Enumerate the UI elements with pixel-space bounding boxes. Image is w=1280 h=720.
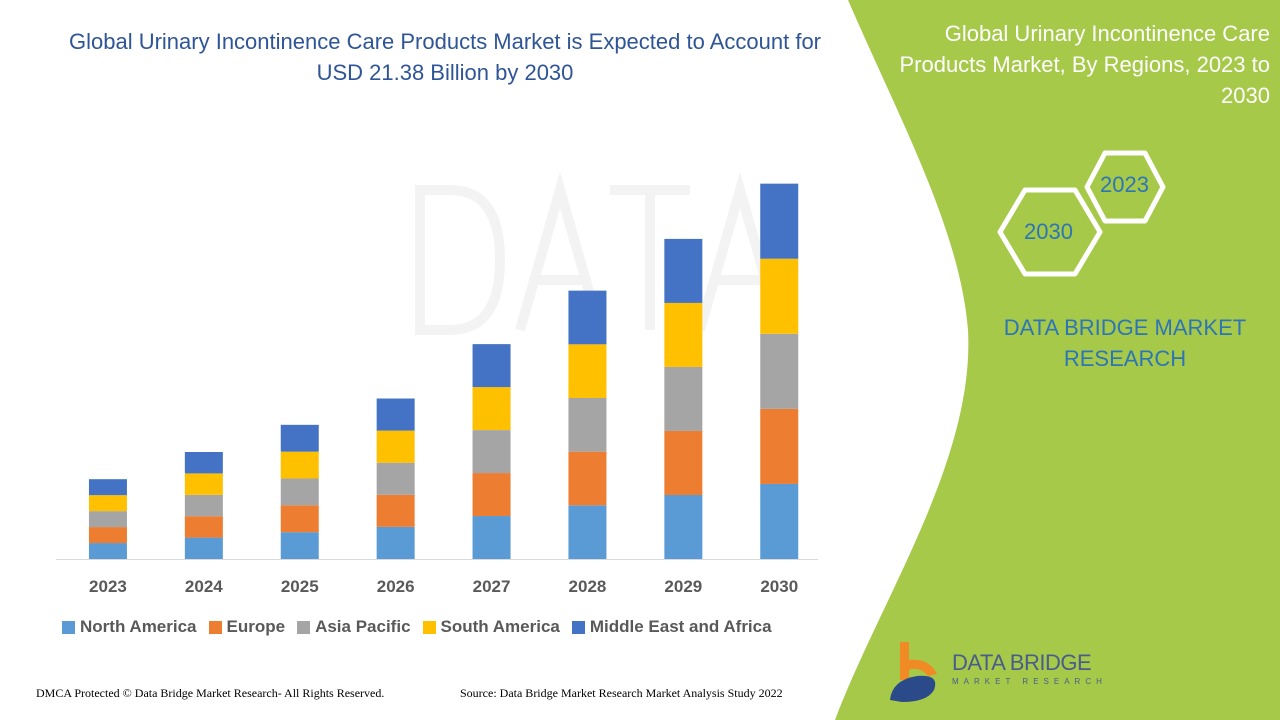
bar-segment-2025-asia-pacific bbox=[280, 478, 319, 506]
x-tick-label: 2024 bbox=[185, 577, 223, 596]
bar-segment-2026-south-america bbox=[376, 430, 415, 463]
green-side-panel bbox=[835, 0, 1280, 720]
hex-label-2023: 2023 bbox=[1100, 172, 1149, 197]
bar-segment-2027-middle-east-and-africa bbox=[472, 344, 511, 388]
bar-segment-2025-north-america bbox=[280, 532, 319, 559]
bar-segment-2025-south-america bbox=[280, 451, 319, 479]
legend-swatch bbox=[422, 620, 436, 634]
bar-segment-2024-middle-east-and-africa bbox=[184, 452, 223, 474]
bar-segment-2030-asia-pacific bbox=[760, 333, 799, 409]
legend-swatch bbox=[62, 620, 75, 634]
bar-segment-2028-europe bbox=[568, 451, 607, 506]
logo-subtitle: MARKET RESEARCH bbox=[952, 677, 1107, 686]
x-tick-label: 2028 bbox=[569, 577, 607, 596]
legend-label: North America bbox=[80, 617, 197, 636]
legend-swatch bbox=[571, 620, 585, 634]
bar-segment-2030-europe bbox=[760, 408, 799, 484]
hex-label-2030: 2030 bbox=[1024, 219, 1073, 244]
bar-segment-2023-middle-east-and-africa bbox=[88, 479, 127, 496]
bar-segment-2029-middle-east-and-africa bbox=[664, 238, 703, 303]
bar-segment-2029-north-america bbox=[664, 494, 703, 559]
bar-segment-2026-north-america bbox=[376, 526, 415, 559]
watermark-graphic bbox=[415, 171, 785, 335]
stacked-bar-chart: 2023 2024 2025 2026 2027 2028 2029 2030 bbox=[56, 183, 818, 596]
bar-segment-2027-north-america bbox=[472, 516, 511, 559]
bar-segment-2028-asia-pacific bbox=[568, 397, 607, 452]
brand-text: DATA BRIDGE MARKET RESEARCH bbox=[1003, 315, 1247, 371]
bar-segment-2024-asia-pacific bbox=[184, 494, 223, 517]
legend-label: Asia Pacific bbox=[315, 617, 411, 636]
bar-segment-2026-asia-pacific bbox=[376, 462, 415, 495]
bar-segment-2028-north-america bbox=[568, 505, 607, 559]
legend: North America Europe Asia Pacific South Ame… bbox=[62, 617, 772, 637]
bar-segment-2027-south-america bbox=[472, 387, 511, 431]
x-tick-label: 2029 bbox=[664, 577, 702, 596]
x-tick-label: 2026 bbox=[377, 577, 415, 596]
bar-segment-2030-south-america bbox=[760, 258, 799, 334]
bar-segment-2026-europe bbox=[376, 494, 415, 527]
bar-segment-2029-asia-pacific bbox=[664, 366, 703, 431]
x-tick-label: 2025 bbox=[281, 577, 319, 596]
bar-segment-2024-north-america bbox=[184, 537, 223, 559]
logo-name: DATA BRIDGE bbox=[952, 650, 1092, 675]
legend-swatch bbox=[208, 620, 222, 634]
bar-segment-2023-north-america bbox=[88, 543, 127, 559]
bar-segment-2030-north-america bbox=[760, 483, 799, 559]
legend-swatch bbox=[297, 620, 311, 634]
legend-item: Europe bbox=[208, 617, 286, 637]
bar-segment-2023-asia-pacific bbox=[88, 511, 127, 528]
legend-item: South America bbox=[422, 617, 560, 637]
copyright-text: DMCA Protected © Data Bridge Market Rese… bbox=[36, 686, 385, 700]
bar-segment-2030-middle-east-and-africa bbox=[760, 183, 799, 259]
legend-item: North America bbox=[62, 617, 197, 637]
x-tick-label: 2027 bbox=[473, 577, 511, 596]
legend-item: Middle East and Africa bbox=[571, 617, 772, 637]
x-tick-label: 2023 bbox=[89, 577, 127, 596]
bar-segment-2024-south-america bbox=[184, 473, 223, 495]
hexagon-2030 bbox=[997, 187, 1103, 277]
bar-segment-2027-europe bbox=[472, 473, 511, 517]
x-tick-label: 2030 bbox=[760, 577, 798, 596]
bar-segment-2028-middle-east-and-africa bbox=[568, 290, 607, 345]
source-text: Source: Data Bridge Market Research Mark… bbox=[460, 686, 783, 700]
bar-segment-2024-europe bbox=[184, 516, 223, 538]
bar-segment-2028-south-america bbox=[568, 344, 607, 398]
bar-segment-2023-europe bbox=[88, 527, 127, 544]
legend-label: Middle East and Africa bbox=[589, 617, 772, 636]
bar-segment-2023-south-america bbox=[88, 495, 127, 512]
bar-segment-2027-asia-pacific bbox=[472, 430, 511, 474]
hexagon-2023 bbox=[1084, 150, 1166, 224]
chart-title: Global Urinary Incontinence Care Product… bbox=[68, 29, 822, 85]
legend-label: Europe bbox=[226, 617, 286, 636]
side-panel-title: Global Urinary Incontinence Care Product… bbox=[899, 21, 1270, 108]
data-bridge-logo-icon bbox=[890, 642, 937, 702]
bar-segment-2029-europe bbox=[664, 430, 703, 495]
legend-label: South America bbox=[440, 617, 560, 636]
bar-segment-2025-middle-east-and-africa bbox=[280, 424, 319, 452]
bar-segment-2029-south-america bbox=[664, 302, 703, 367]
bar-segment-2026-middle-east-and-africa bbox=[376, 398, 415, 431]
legend-item: Asia Pacific bbox=[297, 617, 411, 637]
bar-segment-2025-europe bbox=[280, 505, 319, 533]
